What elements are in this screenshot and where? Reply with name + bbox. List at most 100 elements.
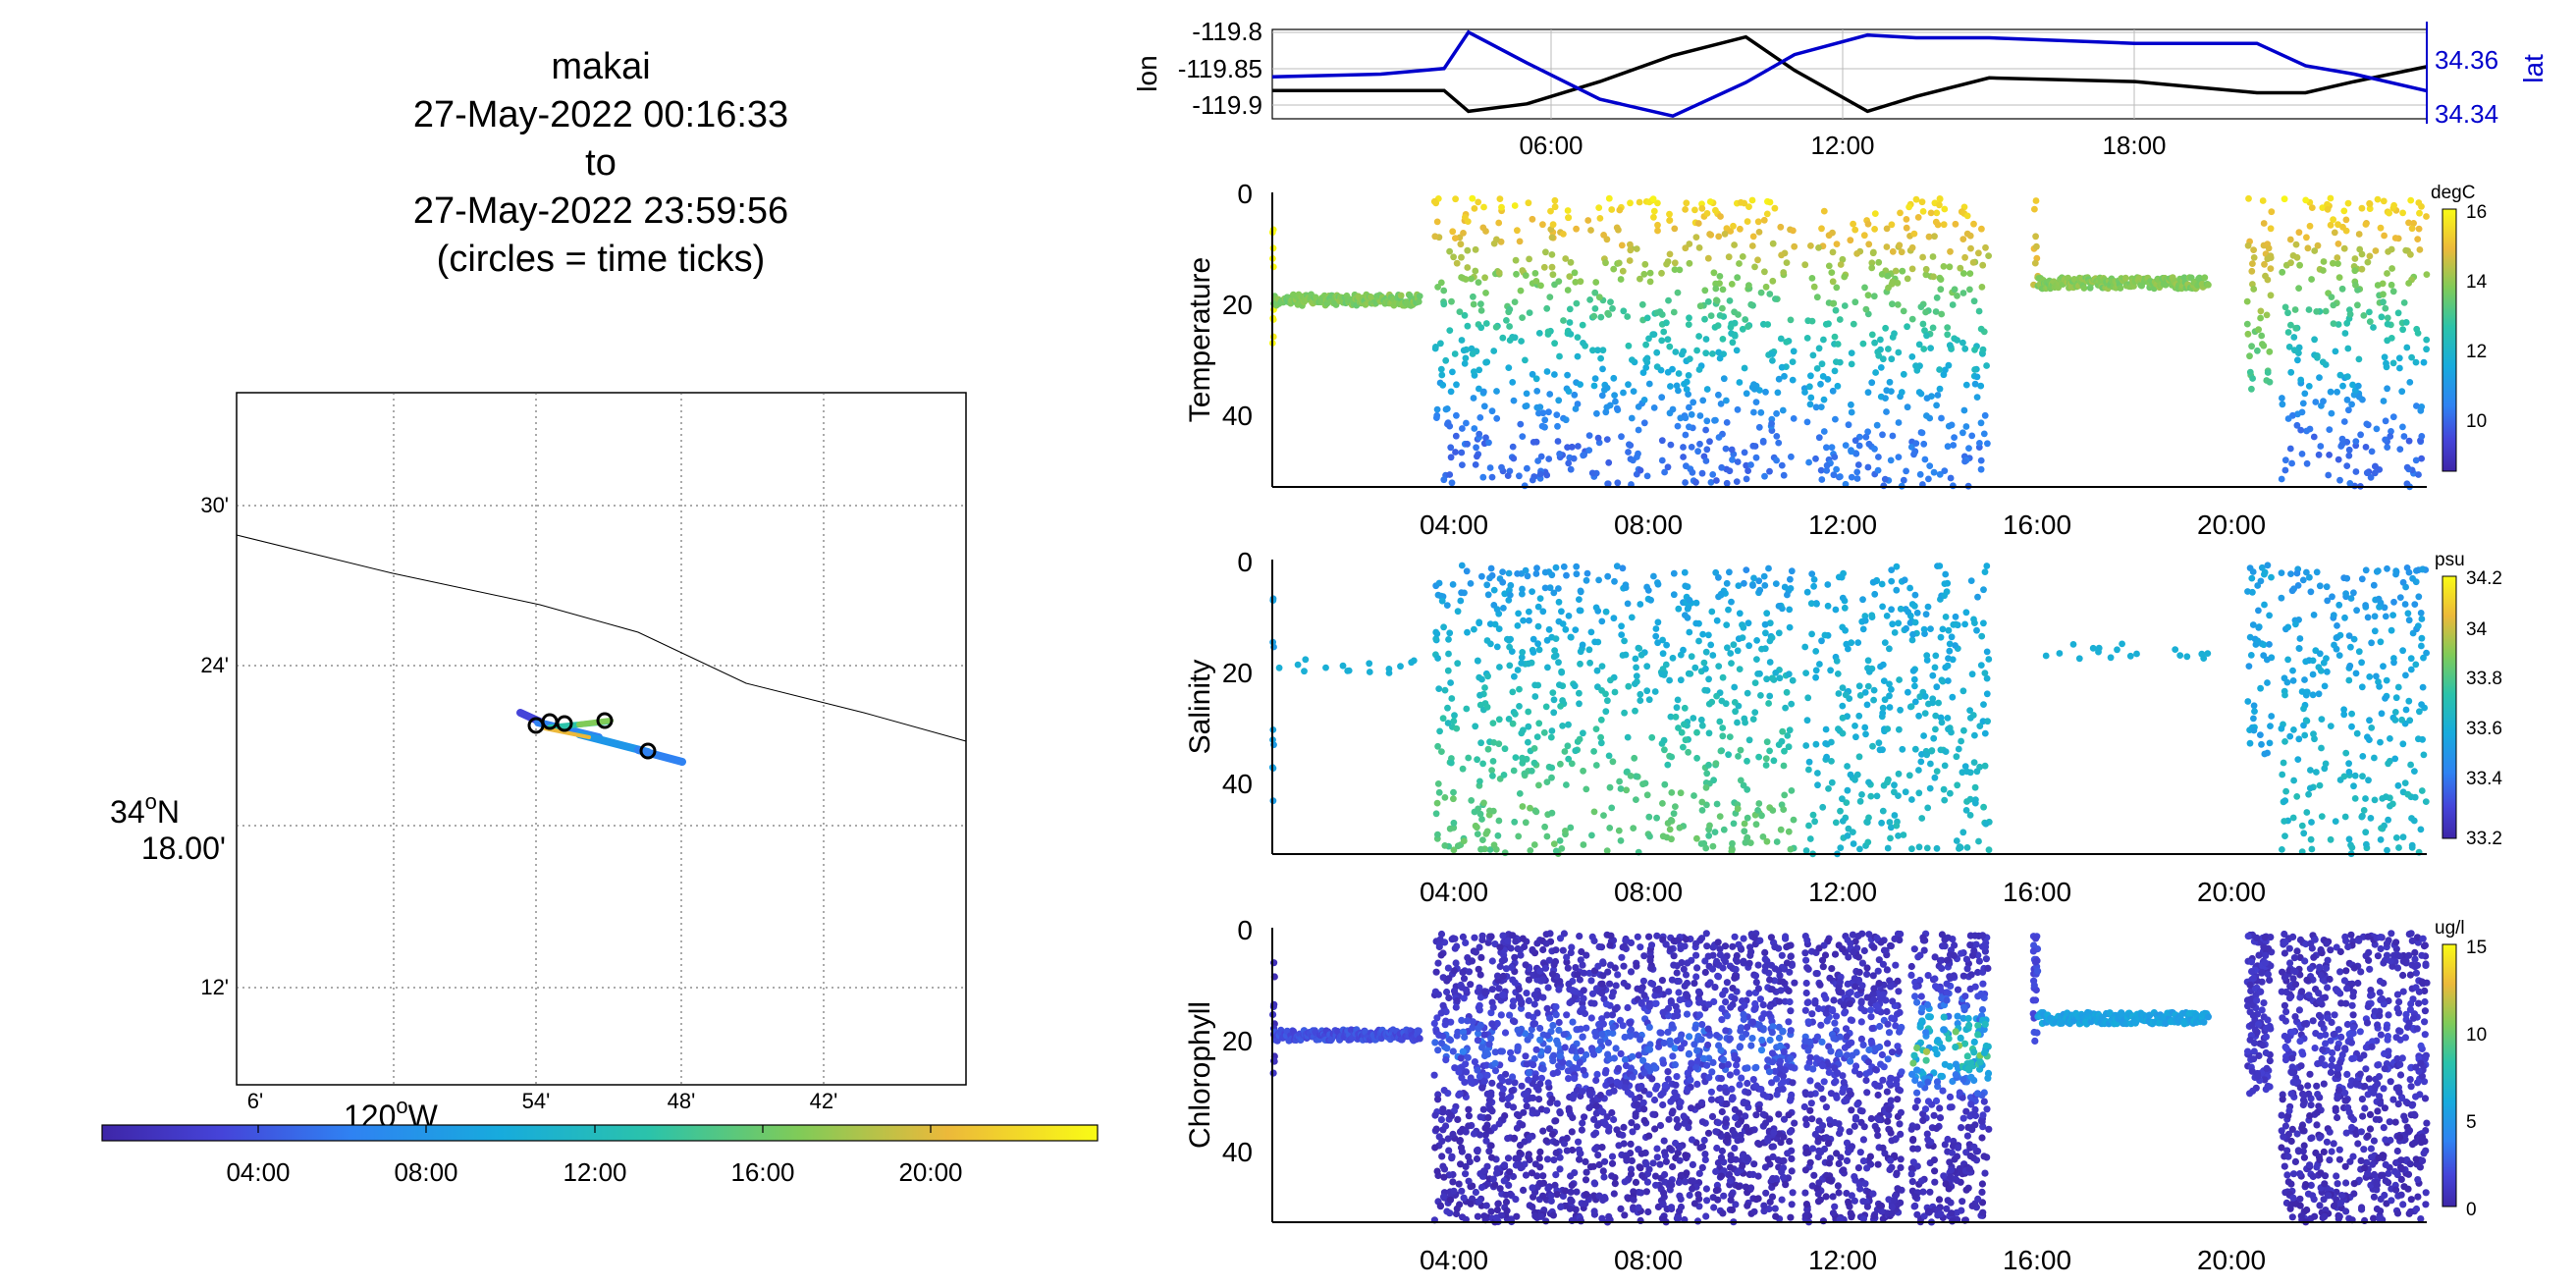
data-point xyxy=(2417,406,2425,414)
data-point xyxy=(2415,225,2423,233)
data-point xyxy=(1747,300,1755,308)
data-point xyxy=(1698,722,1706,729)
data-point xyxy=(1777,335,1785,343)
data-point xyxy=(1603,1011,1611,1019)
data-point xyxy=(2257,731,2264,738)
data-point xyxy=(1516,1149,1524,1156)
temperature-points xyxy=(1268,194,2431,491)
data-point xyxy=(1572,626,1580,633)
data-point xyxy=(1746,839,1754,846)
data-point xyxy=(1850,320,1857,328)
data-point xyxy=(1446,471,1454,478)
data-point xyxy=(1747,1042,1755,1049)
data-point xyxy=(2294,356,2301,364)
data-point xyxy=(1710,1204,1718,1211)
data-point xyxy=(1895,832,1902,839)
data-point xyxy=(2366,252,2374,260)
salinity-panel: Salinity 0 20 40 04:00 08:00 12:00 16:00… xyxy=(1184,547,2502,907)
data-point xyxy=(2303,568,2310,576)
ship-track xyxy=(516,709,686,766)
data-point xyxy=(1865,440,1873,448)
data-point xyxy=(1828,758,1835,765)
data-point xyxy=(1951,286,1959,294)
data-point xyxy=(1634,985,1641,993)
data-point xyxy=(2080,285,2088,292)
data-point xyxy=(2358,204,2366,212)
data-point xyxy=(1898,248,1905,256)
data-point xyxy=(1778,363,1786,371)
data-point xyxy=(1540,263,1548,271)
data-point xyxy=(1981,568,1989,575)
data-point xyxy=(1868,612,1876,619)
data-point xyxy=(1661,1170,1669,1179)
data-point xyxy=(1741,828,1748,835)
data-point xyxy=(1646,832,1653,840)
data-point xyxy=(1934,221,1942,229)
data-point xyxy=(1682,582,1690,590)
data-point xyxy=(2362,795,2369,802)
data-point xyxy=(1480,799,1487,807)
data-point xyxy=(1884,725,1892,732)
data-point xyxy=(1688,1136,1696,1144)
data-point xyxy=(1722,998,1730,1006)
data-point xyxy=(1734,274,1742,282)
data-point xyxy=(2056,650,2064,657)
data-point xyxy=(1616,1016,1625,1024)
data-point xyxy=(1580,987,1587,994)
data-point xyxy=(1572,988,1580,995)
data-point xyxy=(1905,772,1913,779)
data-point xyxy=(1628,614,1636,621)
data-point xyxy=(1803,588,1811,596)
data-point xyxy=(1477,739,1484,747)
data-point xyxy=(2410,817,2418,825)
data-point xyxy=(1897,209,1904,217)
data-point xyxy=(1845,645,1852,653)
data-point xyxy=(1889,300,1896,308)
data-point xyxy=(1941,205,1949,213)
data-point xyxy=(2310,730,2317,738)
data-point xyxy=(1474,756,1480,764)
data-point xyxy=(2420,654,2427,662)
data-point xyxy=(1463,567,1471,575)
data-point xyxy=(1553,411,1561,418)
data-point xyxy=(2405,568,2413,576)
data-point xyxy=(2423,336,2431,344)
data-point xyxy=(1574,334,1582,341)
data-point xyxy=(1540,728,1548,736)
data-point xyxy=(1673,704,1681,712)
data-point xyxy=(1627,1170,1636,1178)
x-tick-label: 20:00 xyxy=(2197,877,2266,907)
data-point xyxy=(1579,1033,1586,1041)
data-point xyxy=(1967,577,1975,584)
data-point xyxy=(1872,369,1879,376)
data-point xyxy=(1736,379,1744,386)
data-point xyxy=(1828,444,1836,452)
data-point xyxy=(1784,591,1791,599)
data-point xyxy=(1586,296,1593,303)
data-point xyxy=(1786,726,1794,734)
data-point xyxy=(1923,751,1931,759)
data-point xyxy=(1601,386,1608,394)
data-point xyxy=(1446,1036,1455,1045)
data-point xyxy=(1660,736,1668,744)
data-point xyxy=(1591,638,1598,646)
data-point xyxy=(1576,689,1583,697)
data-point xyxy=(1893,586,1901,594)
data-point xyxy=(1789,1189,1797,1197)
data-point xyxy=(2401,779,2409,786)
data-point xyxy=(1721,230,1729,238)
data-point xyxy=(1961,253,1968,261)
data-point xyxy=(1566,319,1574,326)
data-point xyxy=(1684,605,1691,613)
data-point xyxy=(1985,846,1993,854)
data-point xyxy=(1595,942,1603,951)
map-lat-labels: 30' 24' 34oN 18.00' 12' xyxy=(110,493,229,999)
data-point xyxy=(2278,724,2285,732)
data-point xyxy=(1944,324,1952,331)
data-point xyxy=(1804,694,1812,702)
data-point xyxy=(1761,582,1769,589)
lonlat-time-tick: 06:00 xyxy=(1519,131,1583,160)
data-point xyxy=(1719,286,1727,294)
data-point xyxy=(1733,478,1741,485)
data-point xyxy=(1366,669,1373,675)
